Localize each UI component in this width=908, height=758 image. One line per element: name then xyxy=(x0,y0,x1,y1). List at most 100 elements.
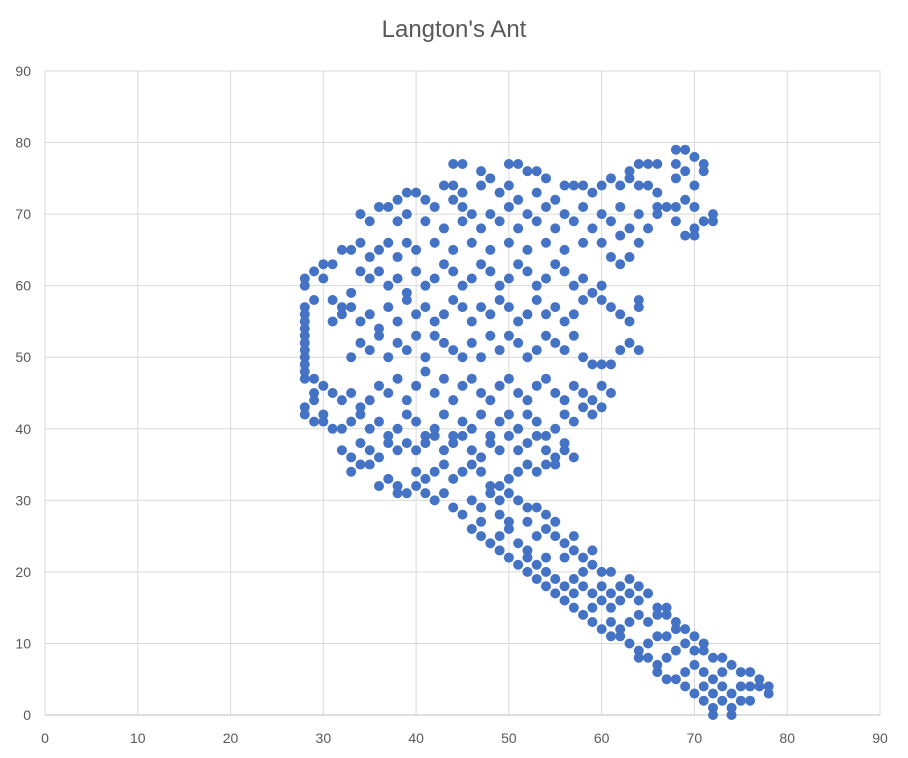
scatter-point xyxy=(411,309,422,320)
scatter-point xyxy=(383,473,394,484)
x-tick-label: 40 xyxy=(408,730,424,746)
scatter-point xyxy=(633,595,644,606)
scatter-point xyxy=(568,280,579,291)
scatter-point xyxy=(633,209,644,220)
scatter-point xyxy=(485,538,496,549)
scatter-point xyxy=(309,266,320,277)
scatter-point xyxy=(513,423,524,434)
scatter-point xyxy=(494,345,505,356)
scatter-point xyxy=(364,309,375,320)
scatter-point xyxy=(383,352,394,363)
scatter-point xyxy=(596,280,607,291)
scatter-point xyxy=(401,438,412,449)
scatter-point xyxy=(643,180,654,191)
scatter-point xyxy=(708,674,718,685)
scatter-point xyxy=(670,645,681,656)
scatter-point xyxy=(299,280,310,291)
scatter-point xyxy=(503,273,514,284)
scatter-point xyxy=(299,366,310,377)
scatter-point xyxy=(429,466,440,477)
y-tick-label: 40 xyxy=(15,421,31,437)
scatter-point xyxy=(299,316,310,327)
scatter-point xyxy=(605,252,616,263)
scatter-point xyxy=(336,244,347,255)
y-tick-label: 60 xyxy=(15,278,31,294)
scatter-point xyxy=(457,380,468,391)
scatter-point xyxy=(485,330,496,341)
scatter-point xyxy=(392,488,403,499)
scatter-point xyxy=(383,302,394,313)
scatter-point xyxy=(587,545,598,556)
scatter-point xyxy=(448,194,459,205)
scatter-point xyxy=(355,409,366,420)
scatter-point xyxy=(550,388,561,398)
scatter-point xyxy=(401,237,412,248)
scatter-point xyxy=(485,309,496,320)
scatter-point xyxy=(485,481,496,492)
scatter-point xyxy=(596,402,607,413)
scatter-point xyxy=(578,566,589,577)
scatter-point xyxy=(513,337,524,348)
scatter-point xyxy=(476,352,487,363)
scatter-point xyxy=(318,380,329,391)
scatter-point xyxy=(466,209,477,220)
scatter-point xyxy=(429,201,440,212)
scatter-point xyxy=(401,345,412,356)
scatter-point xyxy=(503,523,514,534)
scatter-point xyxy=(615,624,626,635)
scatter-point xyxy=(411,416,422,427)
scatter-point xyxy=(531,416,542,427)
scatter-point xyxy=(698,166,709,177)
scatter-point xyxy=(689,631,700,642)
scatter-point xyxy=(420,438,431,449)
scatter-point xyxy=(448,345,459,356)
scatter-point xyxy=(401,488,412,499)
scatter-point xyxy=(541,373,551,384)
scatter-point xyxy=(318,409,329,420)
scatter-point xyxy=(596,180,607,191)
scatter-point xyxy=(448,430,459,441)
scatter-point xyxy=(596,581,607,592)
scatter-point xyxy=(578,273,589,284)
scatter-point xyxy=(457,216,468,227)
scatter-point xyxy=(485,266,496,277)
scatter-point xyxy=(633,294,644,305)
scatter-point xyxy=(531,166,542,177)
scatter-point xyxy=(522,244,533,255)
scatter-point xyxy=(624,223,635,234)
scatter-point xyxy=(578,180,589,191)
scatter-point xyxy=(624,588,635,599)
scatter-point xyxy=(438,223,449,234)
scatter-point xyxy=(698,695,709,706)
scatter-point xyxy=(401,287,412,298)
scatter-point xyxy=(587,559,598,570)
scatter-point xyxy=(309,294,320,305)
scatter-point xyxy=(605,359,616,370)
scatter-point xyxy=(448,244,459,255)
scatter-point xyxy=(429,237,440,248)
scatter-point xyxy=(346,452,357,463)
scatter-point xyxy=(448,294,459,305)
scatter-point xyxy=(355,402,366,413)
scatter-point xyxy=(438,259,449,270)
scatter-point xyxy=(411,244,422,255)
scatter-point xyxy=(513,223,524,234)
scatter-point xyxy=(485,244,496,255)
scatter-point xyxy=(615,581,626,592)
scatter-point xyxy=(355,209,366,220)
scatter-point xyxy=(531,380,542,391)
scatter-point xyxy=(652,201,663,212)
scatter-point xyxy=(661,674,672,685)
scatter-point xyxy=(383,438,394,449)
scatter-point xyxy=(392,445,403,456)
scatter-point xyxy=(652,659,663,670)
scatter-point xyxy=(522,438,533,449)
scatter-point xyxy=(411,187,422,198)
scatter-point xyxy=(708,702,718,713)
scatter-point xyxy=(689,688,700,699)
scatter-point xyxy=(670,674,681,685)
scatter-point xyxy=(476,409,487,420)
scatter-point xyxy=(559,345,570,356)
